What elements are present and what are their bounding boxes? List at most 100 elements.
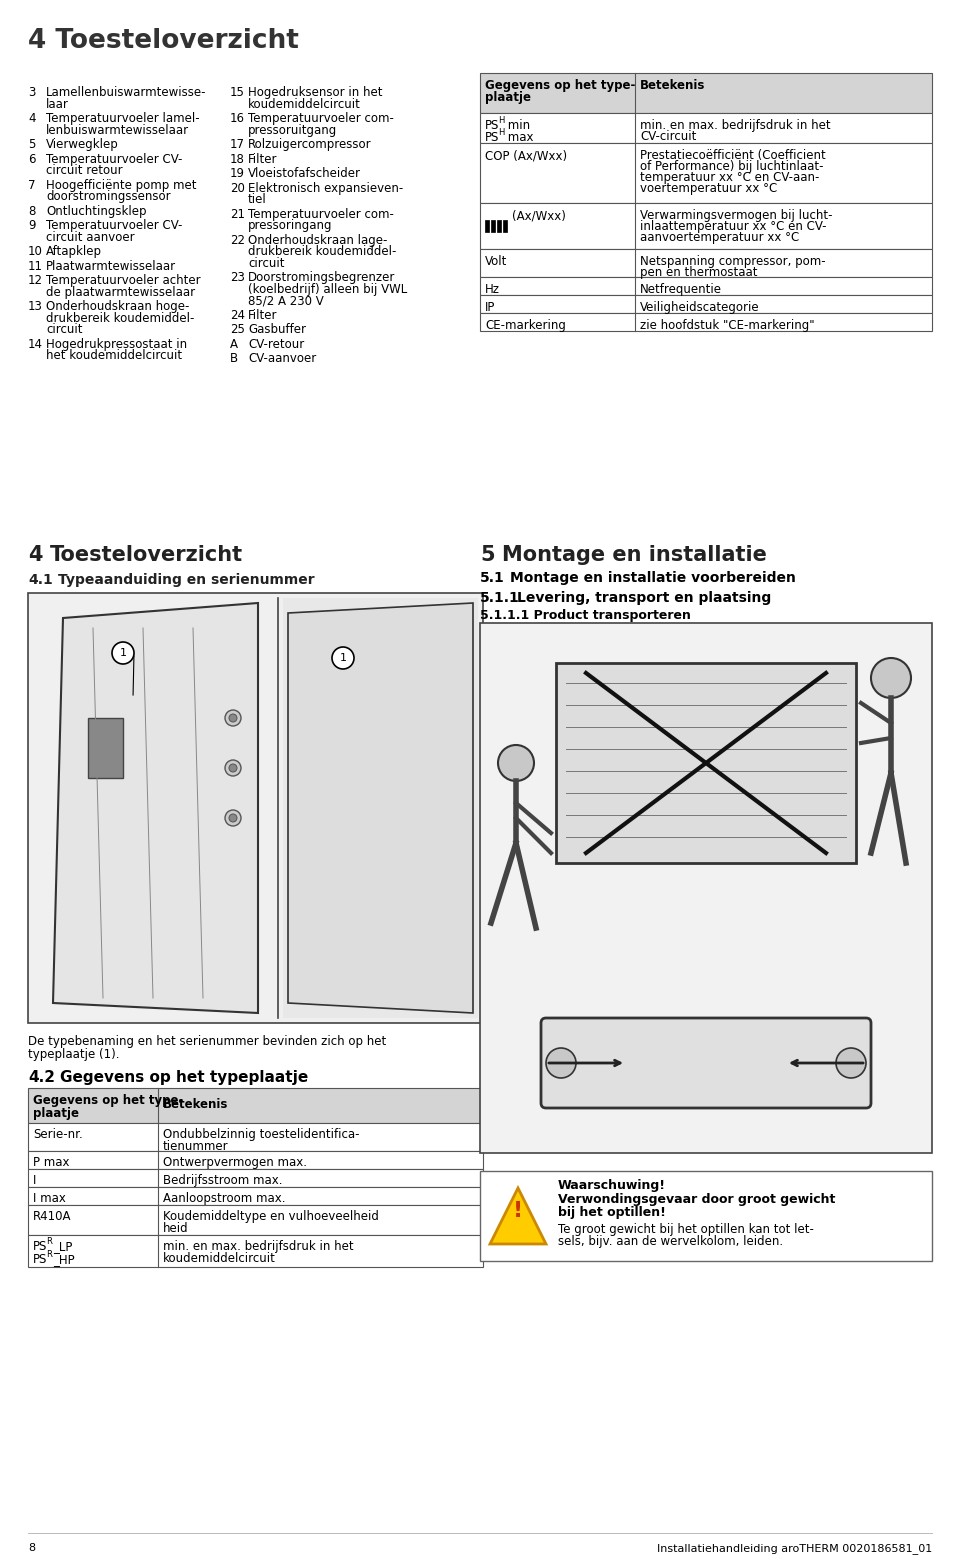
Bar	[497, 220, 501, 232]
Text: CE-markering: CE-markering	[485, 319, 565, 332]
Bar	[480, 202, 932, 249]
Text: Veiligheidscategorie: Veiligheidscategorie	[640, 301, 759, 315]
Text: Plaatwarmtewisselaar: Plaatwarmtewisselaar	[46, 260, 176, 272]
Text: Betekenis: Betekenis	[163, 1098, 228, 1112]
Text: circuit: circuit	[46, 322, 83, 336]
Text: 5.1.1: 5.1.1	[480, 592, 519, 606]
Text: min: min	[504, 118, 530, 132]
Text: A: A	[230, 338, 238, 350]
Text: 1: 1	[340, 652, 347, 663]
Text: H: H	[498, 128, 504, 137]
Text: Prestatiecoëfficiënt (Coefficient: Prestatiecoëfficiënt (Coefficient	[640, 149, 826, 162]
Text: Hogedrukpressostaat in: Hogedrukpressostaat in	[46, 338, 187, 350]
Text: PS: PS	[485, 131, 499, 143]
Bar	[28, 1123, 483, 1151]
Text: Netfrequentie: Netfrequentie	[640, 283, 722, 296]
Polygon shape	[490, 1188, 546, 1244]
Text: Ondubbelzinnig toestelidentifica-: Ondubbelzinnig toestelidentifica-	[163, 1127, 359, 1141]
Text: COP (Ax/Wxx): COP (Ax/Wxx)	[485, 149, 567, 162]
Bar	[491, 220, 495, 232]
Text: Aftapklep: Aftapklep	[46, 244, 102, 258]
Text: I: I	[33, 1174, 36, 1186]
Text: 21: 21	[230, 207, 245, 221]
Text: 25: 25	[230, 322, 245, 336]
Text: Hoogefficiënte pomp met: Hoogefficiënte pomp met	[46, 179, 197, 192]
Text: 16: 16	[230, 112, 245, 125]
Text: koudemiddelcircuit: koudemiddelcircuit	[248, 98, 361, 111]
Text: Betekenis: Betekenis	[640, 79, 706, 92]
Bar	[480, 294, 932, 313]
Text: drukbereik koudemiddel-: drukbereik koudemiddel-	[248, 244, 396, 258]
Text: 5.1.1.1 Product transporteren: 5.1.1.1 Product transporteren	[480, 609, 691, 621]
Bar	[28, 593, 483, 1023]
Text: tiel: tiel	[248, 193, 267, 206]
Text: 5: 5	[480, 545, 494, 565]
Text: pressoruitgang: pressoruitgang	[248, 123, 337, 137]
Text: 4: 4	[28, 112, 36, 125]
Circle shape	[225, 710, 241, 726]
Text: Doorstromingsbegrenzer: Doorstromingsbegrenzer	[248, 271, 396, 283]
Text: Temperatuurvoeler CV-: Temperatuurvoeler CV-	[46, 220, 182, 232]
Text: pen en thermostaat: pen en thermostaat	[640, 266, 757, 279]
Bar	[480, 313, 932, 332]
Bar	[28, 1169, 483, 1186]
Text: aanvoertemperatuur xx °C: aanvoertemperatuur xx °C	[640, 230, 800, 244]
Text: Montage en installatie: Montage en installatie	[502, 545, 767, 565]
Circle shape	[225, 810, 241, 827]
Text: (Ax/Wxx): (Ax/Wxx)	[512, 209, 565, 223]
Circle shape	[229, 715, 237, 722]
Text: pressoringang: pressoringang	[248, 220, 332, 232]
Text: 10: 10	[28, 244, 43, 258]
Text: Verwondingsgevaar door groot gewicht: Verwondingsgevaar door groot gewicht	[558, 1193, 835, 1207]
Text: 15: 15	[230, 86, 245, 100]
Text: 4: 4	[28, 545, 42, 565]
Text: H: H	[498, 117, 504, 125]
Polygon shape	[53, 603, 258, 1014]
Text: Temperatuurvoeler achter: Temperatuurvoeler achter	[46, 274, 201, 286]
Text: doorstromingssensor: doorstromingssensor	[46, 190, 171, 202]
Circle shape	[871, 659, 911, 698]
Circle shape	[498, 744, 534, 782]
Text: circuit retour: circuit retour	[46, 163, 123, 177]
Text: min. en max. bedrijfsdruk in het: min. en max. bedrijfsdruk in het	[640, 118, 830, 132]
Text: Serie-nr.: Serie-nr.	[33, 1127, 83, 1141]
Text: 8: 8	[28, 204, 36, 218]
Text: Vloeistofafscheider: Vloeistofafscheider	[248, 167, 361, 181]
Text: Montage en installatie voorbereiden: Montage en installatie voorbereiden	[510, 571, 796, 585]
Text: Toesteloverzicht: Toesteloverzicht	[50, 545, 243, 565]
Text: 11: 11	[28, 260, 43, 272]
Text: sels, bijv. aan de wervelkolom, leiden.: sels, bijv. aan de wervelkolom, leiden.	[558, 1235, 783, 1249]
Text: 17: 17	[230, 139, 245, 151]
Bar	[28, 1205, 483, 1235]
Bar	[28, 1088, 483, 1123]
Text: _LP: _LP	[53, 1239, 72, 1253]
Text: de plaatwarmtewisselaar: de plaatwarmtewisselaar	[46, 285, 195, 299]
Text: Ontwerpvermogen max.: Ontwerpvermogen max.	[163, 1155, 307, 1169]
Text: max: max	[504, 131, 534, 143]
Bar	[480, 1171, 932, 1261]
Circle shape	[225, 760, 241, 775]
Text: Installatiehandleiding aroTHERM 0020186581_01: Installatiehandleiding aroTHERM 00201865…	[657, 1543, 932, 1554]
Text: circuit: circuit	[248, 257, 284, 269]
Bar	[480, 623, 932, 1154]
Circle shape	[229, 764, 237, 772]
Bar	[480, 73, 932, 114]
Text: Koudemiddeltype en vulhoeveelheid: Koudemiddeltype en vulhoeveelheid	[163, 1210, 379, 1222]
Text: 23: 23	[230, 271, 245, 283]
Text: Onderhoudskraan hoge-: Onderhoudskraan hoge-	[46, 301, 189, 313]
Text: Volt: Volt	[485, 255, 508, 268]
Text: CV-retour: CV-retour	[248, 338, 304, 350]
Text: De typebenaming en het serienummer bevinden zich op het: De typebenaming en het serienummer bevin…	[28, 1035, 386, 1048]
Text: PS: PS	[33, 1239, 47, 1253]
Text: Gasbuffer: Gasbuffer	[248, 322, 306, 336]
Text: 4.1: 4.1	[28, 573, 53, 587]
Text: Typeaanduiding en serienummer: Typeaanduiding en serienummer	[58, 573, 315, 587]
Text: Filter: Filter	[248, 308, 277, 321]
Text: Hogedruksensor in het: Hogedruksensor in het	[248, 86, 382, 100]
FancyBboxPatch shape	[541, 1018, 871, 1109]
Text: 9: 9	[28, 220, 36, 232]
Text: !: !	[513, 1200, 523, 1221]
Bar	[480, 277, 932, 294]
Text: Filter: Filter	[248, 153, 277, 165]
Bar	[28, 1151, 483, 1169]
